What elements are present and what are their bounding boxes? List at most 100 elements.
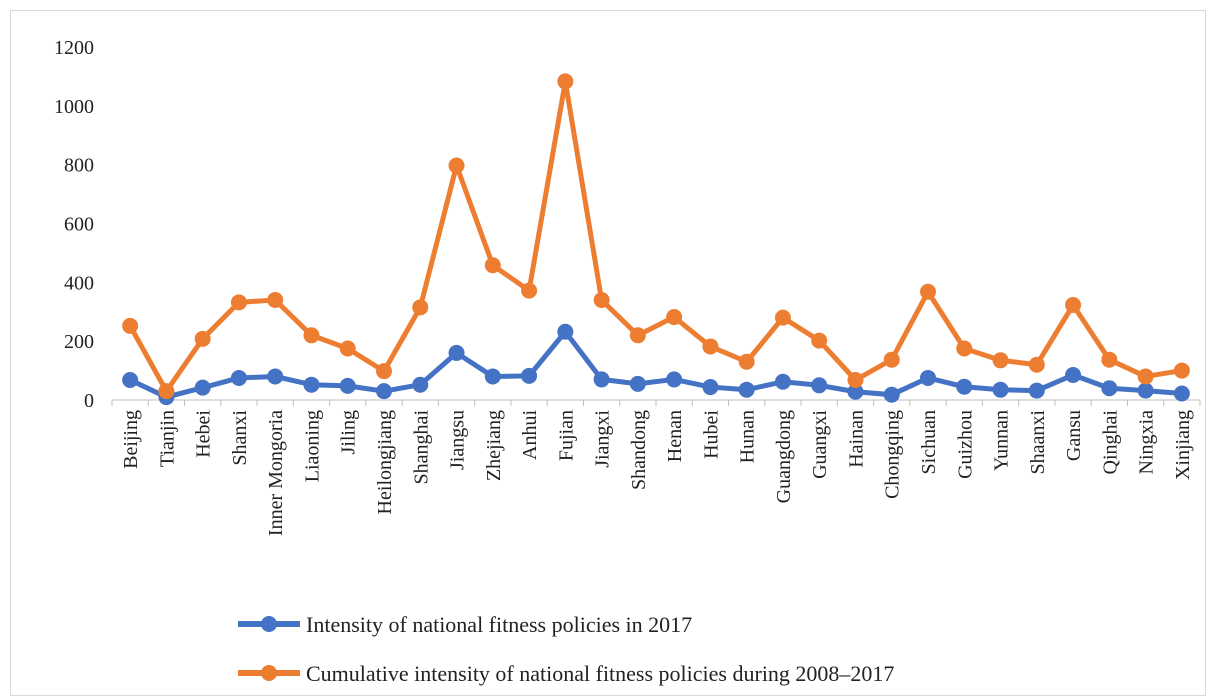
series-1-point: [339, 377, 356, 394]
x-tick-label: Yunnan: [991, 410, 1013, 471]
x-tick-label: Henan: [664, 410, 686, 462]
series-2-point: [992, 352, 1009, 369]
y-tick-label: 600: [64, 214, 94, 236]
x-tick-label: Jiangsu: [447, 410, 469, 470]
x-tick-label: Shaanxi: [1027, 410, 1049, 475]
legend-label-1: Intensity of national fitness policies i…: [306, 612, 692, 637]
x-tick-label: Guangxi: [809, 410, 831, 479]
series-2-point: [811, 332, 828, 349]
series-2-point: [122, 317, 139, 334]
series-2-point: [412, 299, 429, 316]
x-tick-label: Tianjin: [156, 410, 178, 467]
series-2-point: [1137, 368, 1154, 385]
y-tick-label: 200: [64, 331, 94, 353]
series-2-point: [774, 309, 791, 326]
x-tick-label: Xinjiang: [1172, 410, 1194, 480]
series-1-point: [1137, 382, 1154, 399]
series-1-point: [230, 369, 247, 386]
x-tick-label: Qinghai: [1099, 410, 1121, 475]
series-2-point: [230, 294, 247, 311]
series-1-point: [629, 375, 646, 392]
series-2-point: [194, 330, 211, 347]
axes: 0 200 400 600 800 1000 1200 Beijing Tianjin Hebei…: [54, 37, 1201, 536]
series-1-point: [412, 376, 429, 393]
series-1-point: [1028, 382, 1045, 399]
legend-swatch-marker-1: [261, 616, 277, 632]
x-tick-label: Sichuan: [918, 410, 940, 474]
y-tick-label: 400: [64, 272, 94, 294]
legend-swatch-marker-2: [261, 665, 277, 681]
series-1-point: [122, 371, 139, 388]
series-2-point: [484, 257, 501, 274]
series-2-point: [1028, 356, 1045, 373]
series-1-point: [484, 368, 501, 385]
series-1-point: [666, 371, 683, 388]
x-tick-label: Shandong: [628, 410, 650, 490]
series-2-point: [521, 282, 538, 299]
series-2-point: [267, 291, 284, 308]
x-tick-label: Hainan: [845, 410, 867, 468]
series-2-point: [629, 327, 646, 344]
x-tick-label: Shanxi: [229, 410, 251, 466]
series-1-point: [448, 344, 465, 361]
x-tick-label: Beijing: [120, 410, 142, 469]
chart-frame: [10, 10, 1206, 696]
series-2-point: [956, 340, 973, 357]
series-2-point: [920, 283, 936, 300]
x-tick-label: Hebei: [193, 410, 215, 458]
series-2-point: [557, 73, 574, 90]
x-tick-label: Chongqing: [882, 410, 904, 499]
series-2-point: [448, 157, 465, 174]
series-1-point: [521, 367, 538, 384]
series-line-2: [127, 78, 1183, 394]
series-1-point: [1101, 380, 1118, 397]
y-tick-label: 0: [84, 390, 94, 412]
series-2-point: [376, 363, 392, 380]
series-2-point: [883, 351, 900, 368]
x-tick-label: Guizhou: [954, 410, 976, 479]
x-tick-label: Liaoning: [301, 410, 323, 482]
series-2-point: [158, 383, 175, 400]
x-tick-label: Heilongjiang: [374, 410, 396, 514]
series-1-point: [956, 378, 973, 395]
x-tick-label: Shanghai: [410, 410, 432, 485]
series-2-point: [1173, 362, 1190, 379]
series-1-point: [557, 323, 574, 340]
y-tick-label: 800: [64, 155, 94, 177]
series-1-point: [267, 368, 284, 385]
series-1-point: [811, 377, 828, 394]
x-tick-label: Zhejiang: [483, 410, 505, 481]
x-tick-label: Jiangxi: [592, 410, 614, 468]
x-tick-label: Jiling: [338, 410, 360, 454]
x-tick-label: Guangdong: [773, 410, 795, 503]
series-1-point: [992, 381, 1009, 398]
series-2-point: [666, 309, 683, 326]
series-1-point: [883, 386, 900, 403]
x-tick-label: Inner Mongoria: [265, 410, 287, 536]
x-tick-label: Gansu: [1063, 410, 1085, 461]
series-points: [122, 73, 1190, 406]
x-tick-label: Hubei: [700, 410, 722, 459]
series-2-point: [339, 340, 356, 357]
series-1-point: [702, 379, 719, 396]
x-tick-label: Ningxia: [1136, 410, 1158, 475]
series-2-point: [847, 371, 864, 388]
series-2-point: [1101, 351, 1118, 368]
y-tick-label: 1000: [54, 96, 94, 118]
series-2-point: [1065, 296, 1082, 313]
series-2-point: [303, 327, 320, 344]
series-1-point: [847, 383, 864, 400]
y-tick-label: 1200: [54, 37, 94, 59]
series-1-point: [194, 379, 211, 396]
series-1-point: [920, 369, 936, 386]
x-tick-label: Anhui: [519, 410, 541, 460]
x-tick-label: Hunan: [737, 410, 759, 463]
series-1-point: [593, 371, 610, 388]
series-2-point: [702, 338, 719, 355]
series-2-point: [738, 353, 755, 370]
series-1-point: [1065, 366, 1082, 383]
series-1-point: [303, 376, 320, 393]
series-1-point: [738, 381, 755, 398]
series-1-point: [774, 373, 791, 390]
